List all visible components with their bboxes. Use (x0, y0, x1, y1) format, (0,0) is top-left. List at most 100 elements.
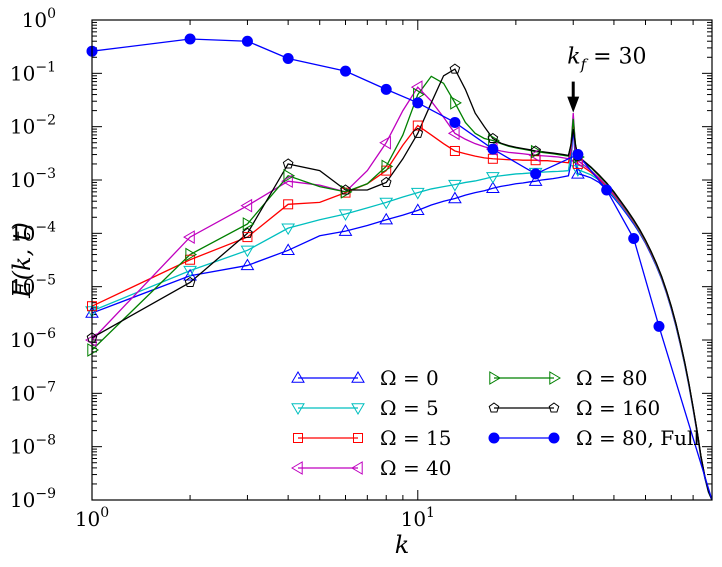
series-marker-1 (379, 197, 394, 210)
y-tick-label: 10−3 (10, 166, 56, 192)
series-marker-2 (412, 120, 423, 131)
legend-marker-left (291, 403, 305, 415)
series-marker-0 (485, 181, 500, 193)
legend-label: Ω = 80, Full (576, 426, 700, 450)
series-marker-6 (380, 83, 392, 95)
legend-marker-right (351, 371, 365, 383)
series-marker-5 (340, 184, 351, 195)
series-marker-1 (448, 179, 462, 192)
legend-label: Ω = 5 (380, 396, 439, 420)
series-marker-4 (242, 217, 255, 231)
series-marker-5 (282, 158, 294, 169)
series-marker-2 (449, 145, 460, 156)
tick-labels: 100 101 100 10−1 10−2 10−3 10−4 10−5 10−6 10−7 10−… (10, 6, 435, 531)
series-marker-0 (338, 224, 353, 236)
series-marker-2 (283, 199, 294, 210)
series-marker-4 (450, 95, 462, 110)
series-marker-0 (528, 174, 543, 186)
series-marker-0 (281, 243, 296, 256)
x-axis-label: k (395, 531, 410, 559)
series-marker-3 (528, 148, 541, 163)
legend-marker-left (293, 433, 303, 443)
series-marker-5 (530, 145, 541, 156)
y-axis-label: E(k, t) (8, 222, 36, 299)
plot-frame (91, 19, 713, 501)
y-tick-label: 10−4 (10, 219, 56, 245)
legend-marker-left (488, 432, 500, 444)
series-marker-3 (379, 135, 391, 150)
series-marker-3 (183, 230, 195, 244)
series-marker-4 (185, 247, 198, 262)
y-tick-label: 100 (22, 6, 56, 32)
legend-label: Ω = 80 (576, 366, 648, 390)
legend-marker-left (488, 402, 500, 413)
legend-entry-0: Ω = 0 (291, 366, 439, 390)
series-marker-0 (379, 212, 394, 225)
series-marker-0 (410, 203, 425, 216)
series-marker-5 (487, 132, 499, 144)
legend-entry-5: Ω = 160 (488, 396, 660, 420)
series-marker-1 (410, 187, 425, 200)
series-marker-1 (570, 165, 585, 177)
series-marker-4 (87, 343, 99, 357)
forcing-annotation: kf = 30 (567, 45, 647, 113)
series-marker-6 (282, 52, 294, 64)
series-marker-0 (448, 191, 462, 204)
y-tick-label: 10−5 (10, 273, 56, 299)
series-marker-6 (241, 35, 253, 47)
series-marker-0 (183, 268, 197, 281)
series-marker-6 (653, 320, 665, 332)
series-marker-6 (628, 233, 640, 245)
y-tick-label: 10−8 (10, 433, 56, 459)
legend-marker-right (351, 403, 365, 415)
series-marker-2 (242, 232, 253, 243)
series-marker-3 (281, 174, 293, 189)
series-marker-1 (338, 209, 353, 222)
series-marker-3 (85, 333, 97, 347)
legend-marker-right (548, 402, 560, 413)
y-tick-label: 10−1 (10, 59, 56, 85)
forcing-label: kf = 30 (567, 45, 646, 74)
x-tick-label: 100 (75, 505, 109, 531)
axis-ticks (91, 19, 713, 501)
series-marker-4 (340, 184, 353, 199)
arrow-head (567, 96, 580, 113)
series-marker-6 (572, 149, 584, 161)
legend-label: Ω = 15 (380, 426, 452, 450)
y-tick-label: 10−9 (10, 486, 56, 512)
legend-marker-right (353, 433, 363, 443)
series-marker-1 (183, 265, 197, 278)
legend: Ω = 0 Ω = 5 Ω = 15 Ω = 40 Ω = 80 Ω = 160 Ω = 8… (291, 366, 700, 480)
series-marker-6 (340, 65, 352, 77)
legend-marker-right (549, 371, 561, 385)
series-marker-5 (184, 276, 196, 287)
series-marker-6 (412, 97, 424, 109)
series-marker-3 (447, 126, 460, 141)
legend-entry-3: Ω = 40 (291, 456, 452, 480)
series-marker-6 (487, 143, 499, 155)
y-tick-label: 10−6 (10, 326, 56, 352)
series-marker-6 (530, 168, 542, 180)
series-marker-5 (380, 176, 392, 187)
legend-marker-right (351, 461, 363, 475)
series-markers (85, 33, 665, 357)
series-marker-6 (601, 184, 613, 196)
y-tick-label: 10−7 (10, 379, 56, 405)
x-tick-label: 101 (401, 505, 435, 531)
legend-label: Ω = 0 (380, 366, 439, 390)
legend-label: Ω = 160 (576, 396, 660, 420)
legend-marker-left (291, 461, 303, 475)
legend-marker-right (548, 432, 560, 444)
series-marker-3 (240, 198, 253, 213)
series-marker-1 (281, 223, 296, 236)
series-marker-6 (449, 116, 461, 128)
series-marker-4 (283, 168, 296, 183)
legend-marker-left (489, 371, 501, 385)
series-marker-5 (449, 63, 461, 74)
legend-entry-6: Ω = 80, Full (488, 426, 700, 450)
series-marker-1 (240, 245, 255, 258)
y-tick-label: 10−2 (10, 113, 56, 139)
series-marker-5 (412, 127, 424, 138)
legend-entry-4: Ω = 80 (489, 366, 648, 390)
